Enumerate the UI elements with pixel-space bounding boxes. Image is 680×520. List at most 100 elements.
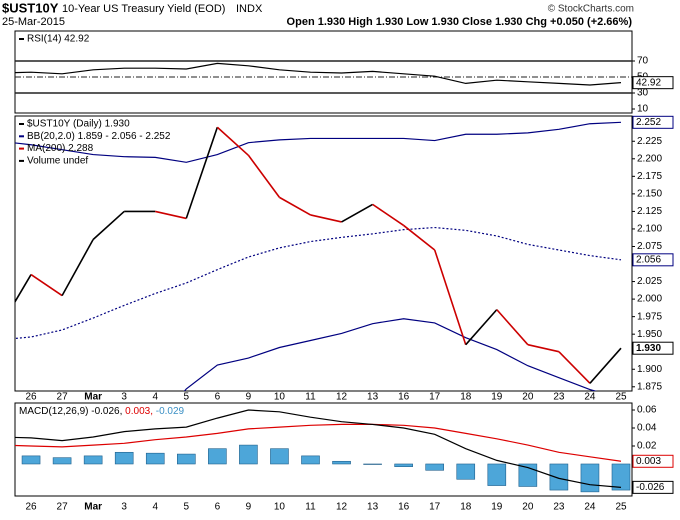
y-tick-label: 2.225 <box>637 136 662 147</box>
histogram-bar <box>549 463 569 491</box>
last-value-label: 0.003 <box>636 456 661 467</box>
price-segment <box>216 126 249 156</box>
y-tick-label: 10 <box>637 104 649 115</box>
date: 25-Mar-2015 <box>2 16 65 28</box>
histogram-bar <box>363 463 382 465</box>
y-tick-label: 1.875 <box>637 381 662 392</box>
y-tick-label: 2.025 <box>637 276 662 287</box>
x-tick-label: 17 <box>429 502 441 513</box>
y-tick-label: 2.100 <box>637 224 662 235</box>
y-tick-label: 1.975 <box>637 311 662 322</box>
last-value-label: 1.930 <box>636 343 661 354</box>
histogram-bar <box>332 460 351 465</box>
histogram-bar <box>177 453 196 465</box>
symbol: $UST10Y <box>2 0 59 15</box>
histogram-bar <box>208 448 227 465</box>
histogram-bar <box>487 463 507 486</box>
histogram-bar <box>114 451 134 465</box>
x-tick-label: 16 <box>398 502 410 513</box>
x-tick-label: 9 <box>246 392 252 403</box>
histogram-bar <box>83 455 103 465</box>
price-segment <box>279 196 311 216</box>
price-segment <box>403 224 436 251</box>
x-tick-label: 19 <box>491 392 503 403</box>
x-tick-label: 24 <box>584 392 596 403</box>
last-value-label: 2.252 <box>636 117 661 128</box>
y-tick-label: 2.200 <box>637 153 662 164</box>
x-tick-label: 12 <box>336 392 348 403</box>
price-segment <box>589 347 622 384</box>
histogram-bar <box>145 452 165 465</box>
x-tick-label: 4 <box>152 502 158 513</box>
histogram-bar <box>425 463 445 471</box>
exchange: INDX <box>236 3 263 15</box>
y-tick-label: 2.000 <box>637 294 662 305</box>
y-tick-label: 2.175 <box>637 171 662 182</box>
x-tick-label: 5 <box>184 392 190 403</box>
price-segment <box>247 154 281 198</box>
x-tick-label: 25 <box>615 392 627 403</box>
x-tick-label: 5 <box>184 502 190 513</box>
x-tick-label: 4 <box>152 392 158 403</box>
y-tick-label: 2.075 <box>637 241 662 252</box>
histogram-bar <box>239 444 258 465</box>
x-tick-label: 20 <box>522 502 534 513</box>
price-segment <box>155 210 187 220</box>
series-line <box>15 226 622 340</box>
last-value-box <box>632 76 674 90</box>
histogram-bar <box>394 463 413 467</box>
price-segment <box>92 210 125 241</box>
last-value-box <box>632 454 674 468</box>
y-tick-label: 1.900 <box>637 364 662 375</box>
x-tick-label: 3 <box>121 502 127 513</box>
price-segment <box>465 309 498 346</box>
legend-entry: -0.029 <box>153 406 185 417</box>
panel <box>14 30 633 114</box>
x-tick-label: 10 <box>274 392 286 403</box>
x-tick-label: 24 <box>584 502 596 513</box>
series-line <box>15 409 622 488</box>
x-tick-label: 26 <box>25 502 37 513</box>
legend-entry: Volume undef <box>27 156 88 167</box>
panel <box>14 402 633 497</box>
price-segment <box>185 126 219 219</box>
legend-entry: MA(200) 2.288 <box>27 143 94 154</box>
x-tick-label: 12 <box>336 502 348 513</box>
last-value-box <box>632 253 674 267</box>
price-segment <box>15 274 32 304</box>
series-line <box>15 62 622 86</box>
y-tick-label: 0.02 <box>637 441 657 452</box>
x-tick-label: 11 <box>305 392 316 403</box>
x-tick-label: 13 <box>367 502 379 513</box>
quote: Open 1.930 High 1.930 Low 1.930 Close 1.… <box>287 16 633 28</box>
histogram-bar <box>270 448 289 465</box>
price-segment <box>496 309 529 346</box>
x-tick-label: 16 <box>398 392 410 403</box>
legend: MACD(12,26,9) -0.026, 0.003, -0.029 <box>19 406 185 417</box>
instrument-name: 10-Year US Treasury Yield (EOD) <box>62 3 225 15</box>
x-tick-label: 20 <box>522 392 534 403</box>
legend-entry: BB(20,2.0) 1.859 - 2.056 - 2.252 <box>27 131 171 142</box>
x-tick-label: 9 <box>246 502 252 513</box>
series-line <box>15 121 622 163</box>
y-tick-label: 70 <box>637 56 649 67</box>
price-segment <box>61 239 94 296</box>
y-tick-label: 2.150 <box>637 189 662 200</box>
legend-entry: MACD(12,26,9) -0.026, <box>19 406 122 417</box>
watermark: © StockCharts.com <box>548 4 634 15</box>
x-tick-label: 17 <box>429 392 441 403</box>
histogram-bar <box>52 457 72 465</box>
x-tick-label: 11 <box>305 502 316 513</box>
price-segment <box>372 203 405 227</box>
y-tick-label: 30 <box>637 88 649 99</box>
x-tick-label: 6 <box>215 392 221 403</box>
x-tick-label: Mar <box>84 502 102 513</box>
x-tick-label: 25 <box>615 502 627 513</box>
x-tick-label: 23 <box>553 502 565 513</box>
x-tick-label: 6 <box>215 502 221 513</box>
histogram-bar <box>611 463 631 491</box>
last-value-box <box>632 480 674 494</box>
series-line <box>15 423 622 462</box>
